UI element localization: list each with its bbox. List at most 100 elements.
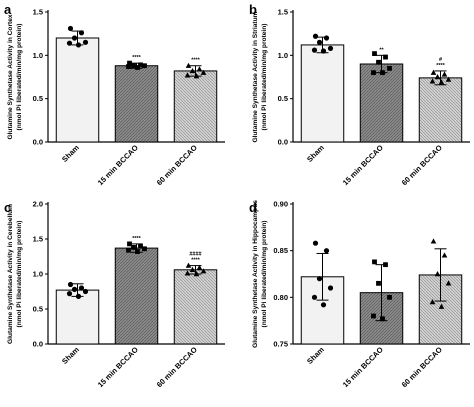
y-tick-label: 0.5 — [33, 305, 43, 314]
data-point — [320, 302, 327, 308]
data-point — [127, 241, 132, 247]
data-point — [127, 60, 132, 66]
data-point — [66, 291, 73, 297]
data-point — [142, 63, 147, 69]
data-point — [383, 262, 388, 268]
data-point — [193, 73, 200, 79]
y-tick-label: 0.75 — [273, 340, 288, 349]
bar — [114, 65, 159, 143]
data-point — [312, 240, 319, 246]
significance-label: **** — [132, 236, 141, 242]
y-tick-label: 0.5 — [278, 94, 288, 103]
panel-letter: b — [249, 2, 257, 17]
y-axis-label: Glutamine Synthetase Activity in Hippoca… — [252, 200, 259, 348]
data-point — [434, 271, 441, 277]
bar — [114, 247, 159, 345]
data-point — [372, 259, 377, 265]
panel-letter: c — [4, 200, 11, 215]
data-point — [200, 268, 207, 274]
y-axis-label: Glutamine Synthetase Activity in Striatu… — [252, 11, 259, 142]
x-category-label: Sham — [305, 345, 326, 366]
y-tick-label: 0.85 — [273, 246, 288, 255]
data-point — [138, 243, 143, 249]
y-axis-label: (nmol Pi liberated/min/mg protein) — [261, 221, 268, 328]
data-point — [430, 69, 437, 75]
data-point — [316, 276, 323, 282]
bar — [55, 37, 100, 143]
data-point — [445, 76, 452, 82]
data-point — [383, 54, 388, 60]
data-point — [429, 78, 436, 84]
data-point — [196, 264, 203, 270]
data-point — [311, 47, 318, 53]
bar — [55, 289, 100, 345]
significance-label: **** — [191, 58, 200, 64]
data-point — [75, 293, 82, 299]
y-tick-label: 1.0 — [278, 51, 288, 60]
bar — [418, 77, 463, 143]
y-axis-label: (nmol Pi liberated/min/mg protein) — [261, 24, 268, 131]
bar — [300, 44, 345, 143]
data-point — [193, 271, 200, 277]
data-point — [184, 72, 191, 78]
data-point — [196, 66, 203, 72]
data-point — [327, 45, 334, 52]
x-category-label: 60 min BCCAO — [400, 345, 444, 389]
data-point — [67, 25, 74, 32]
data-point — [200, 69, 207, 75]
y-tick-label: 0.90 — [273, 200, 288, 209]
data-point — [445, 280, 452, 286]
data-point — [438, 79, 445, 85]
x-category-label: Sham — [60, 143, 81, 164]
bar — [173, 70, 218, 143]
data-point — [126, 247, 131, 253]
data-point — [434, 74, 441, 80]
data-point — [387, 65, 392, 71]
x-category-label: 15 min BCCAO — [96, 143, 140, 187]
data-point — [380, 70, 385, 76]
y-tick-label: 1.5 — [33, 235, 43, 244]
x-category-label: 60 min BCCAO — [155, 143, 199, 187]
data-point — [75, 42, 82, 48]
data-point — [312, 33, 319, 39]
y-tick-label: 1.5 — [33, 8, 43, 17]
data-point — [138, 62, 143, 68]
data-point — [376, 280, 381, 286]
data-point — [387, 294, 392, 300]
data-point — [376, 59, 381, 65]
y-tick-label: 1.0 — [33, 270, 43, 279]
data-point — [430, 238, 437, 244]
data-point — [189, 266, 196, 272]
y-tick-label: 0.0 — [278, 138, 288, 147]
y-axis-label: (nmol Pi liberated/min/mg protein) — [16, 24, 23, 131]
y-axis-label: (nmol Pi liberated/min/mg protein) — [16, 221, 23, 328]
data-point — [78, 30, 85, 36]
y-tick-label: 1.5 — [278, 8, 288, 17]
x-category-label: 60 min BCCAO — [400, 143, 444, 187]
significance-label: **** — [132, 55, 141, 61]
y-tick-label: 0.0 — [33, 138, 43, 147]
x-category-label: 15 min BCCAO — [341, 345, 385, 389]
data-point — [71, 286, 78, 292]
y-tick-label: 0.5 — [33, 94, 43, 103]
data-point — [135, 65, 140, 70]
data-point — [142, 246, 147, 252]
y-tick-label: 1.0 — [33, 51, 43, 60]
data-point — [82, 288, 89, 295]
data-point — [429, 299, 436, 305]
x-category-label: 15 min BCCAO — [341, 143, 385, 187]
data-point — [67, 281, 74, 288]
significance-label: #### — [189, 252, 201, 258]
data-point — [320, 48, 327, 54]
data-point — [184, 270, 191, 276]
data-point — [323, 35, 330, 41]
x-category-label: Sham — [305, 143, 326, 164]
x-category-label: 60 min BCCAO — [155, 345, 199, 389]
data-point — [441, 252, 448, 258]
data-point — [135, 249, 140, 254]
panel-letter: a — [4, 2, 12, 17]
